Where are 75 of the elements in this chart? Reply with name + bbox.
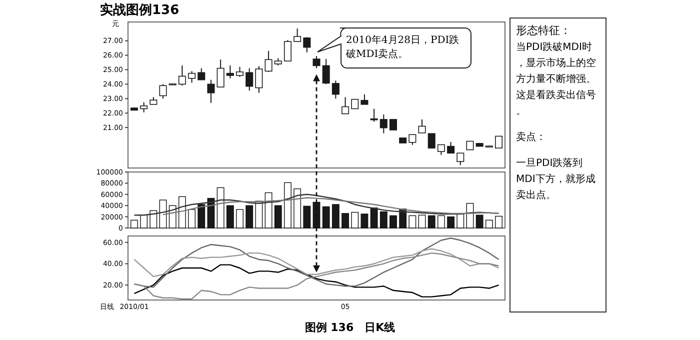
bar xyxy=(408,215,416,228)
candlestick xyxy=(246,68,254,92)
bar xyxy=(255,200,263,228)
candlestick xyxy=(140,102,148,113)
candlestick xyxy=(447,141,455,154)
candlestick xyxy=(322,58,330,85)
candlestick xyxy=(456,152,464,166)
bar xyxy=(294,188,302,228)
bar xyxy=(418,214,426,228)
candlestick xyxy=(216,59,224,88)
candlestick xyxy=(408,134,416,146)
bar xyxy=(188,209,196,228)
candlestick xyxy=(380,114,388,134)
bar xyxy=(456,214,464,228)
bar xyxy=(284,182,292,228)
bar xyxy=(246,205,254,228)
candlestick xyxy=(294,28,302,42)
candlestick xyxy=(178,64,186,86)
candlestick xyxy=(351,98,359,110)
bar xyxy=(198,204,206,228)
bar xyxy=(140,214,148,228)
candlestick xyxy=(226,64,234,79)
chart-title: 实战图例136 xyxy=(100,2,180,18)
bar xyxy=(438,215,445,228)
candlestick xyxy=(207,79,215,104)
line-series xyxy=(134,264,500,298)
bar xyxy=(130,220,138,228)
bar xyxy=(150,210,158,228)
bar xyxy=(322,206,330,228)
bar xyxy=(428,215,436,228)
candlestick xyxy=(284,40,292,62)
candlestick xyxy=(342,96,350,114)
bar xyxy=(159,200,167,228)
candlestick xyxy=(437,144,445,156)
bar xyxy=(380,211,388,228)
candlestick xyxy=(360,94,368,105)
candlestick xyxy=(312,55,320,69)
bar xyxy=(236,209,244,228)
line-series xyxy=(134,248,500,278)
bar xyxy=(476,214,484,228)
bar xyxy=(274,205,282,228)
bar xyxy=(447,216,455,228)
text: 一旦PDI跌落到MDI下方，就形成卖出点。 xyxy=(516,157,596,201)
bar xyxy=(332,204,340,228)
candlestick xyxy=(264,50,272,72)
text: 当PDI跌破MDI时，显示市场上的空方力量不断增强。这是看跌卖出信号。 xyxy=(516,41,596,117)
candlestick xyxy=(389,119,397,130)
candlestick xyxy=(188,70,196,84)
bar xyxy=(178,196,186,228)
bar xyxy=(485,220,493,228)
text: 图例 136 日K线 xyxy=(304,321,396,334)
bar xyxy=(303,206,311,228)
bar xyxy=(342,213,349,228)
text: 形态特征： xyxy=(516,24,571,37)
annotation: 2010年4月28日，PDI跌破MDI卖点。 xyxy=(345,34,460,60)
candlestick xyxy=(198,68,206,80)
candlestick xyxy=(332,80,340,100)
candlestick xyxy=(236,66,244,78)
candlestick xyxy=(159,84,167,100)
bar xyxy=(226,205,234,228)
line-series xyxy=(134,252,500,300)
candlestick xyxy=(255,66,263,94)
candlestick xyxy=(303,36,311,53)
bar xyxy=(351,212,359,228)
bar xyxy=(390,215,397,228)
candlestick xyxy=(418,118,426,134)
bar xyxy=(216,187,224,228)
text: 卖点： xyxy=(516,131,546,143)
bar xyxy=(360,214,368,228)
bar xyxy=(495,216,502,228)
line-series xyxy=(162,197,500,216)
candlestick xyxy=(495,136,503,148)
candlestick xyxy=(428,133,436,148)
candlestick xyxy=(370,108,378,122)
bar xyxy=(370,207,378,228)
